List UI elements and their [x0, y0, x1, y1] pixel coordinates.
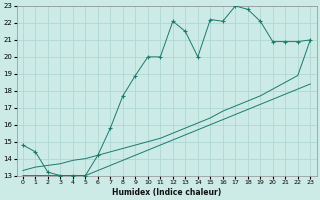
X-axis label: Humidex (Indice chaleur): Humidex (Indice chaleur) [112, 188, 221, 197]
